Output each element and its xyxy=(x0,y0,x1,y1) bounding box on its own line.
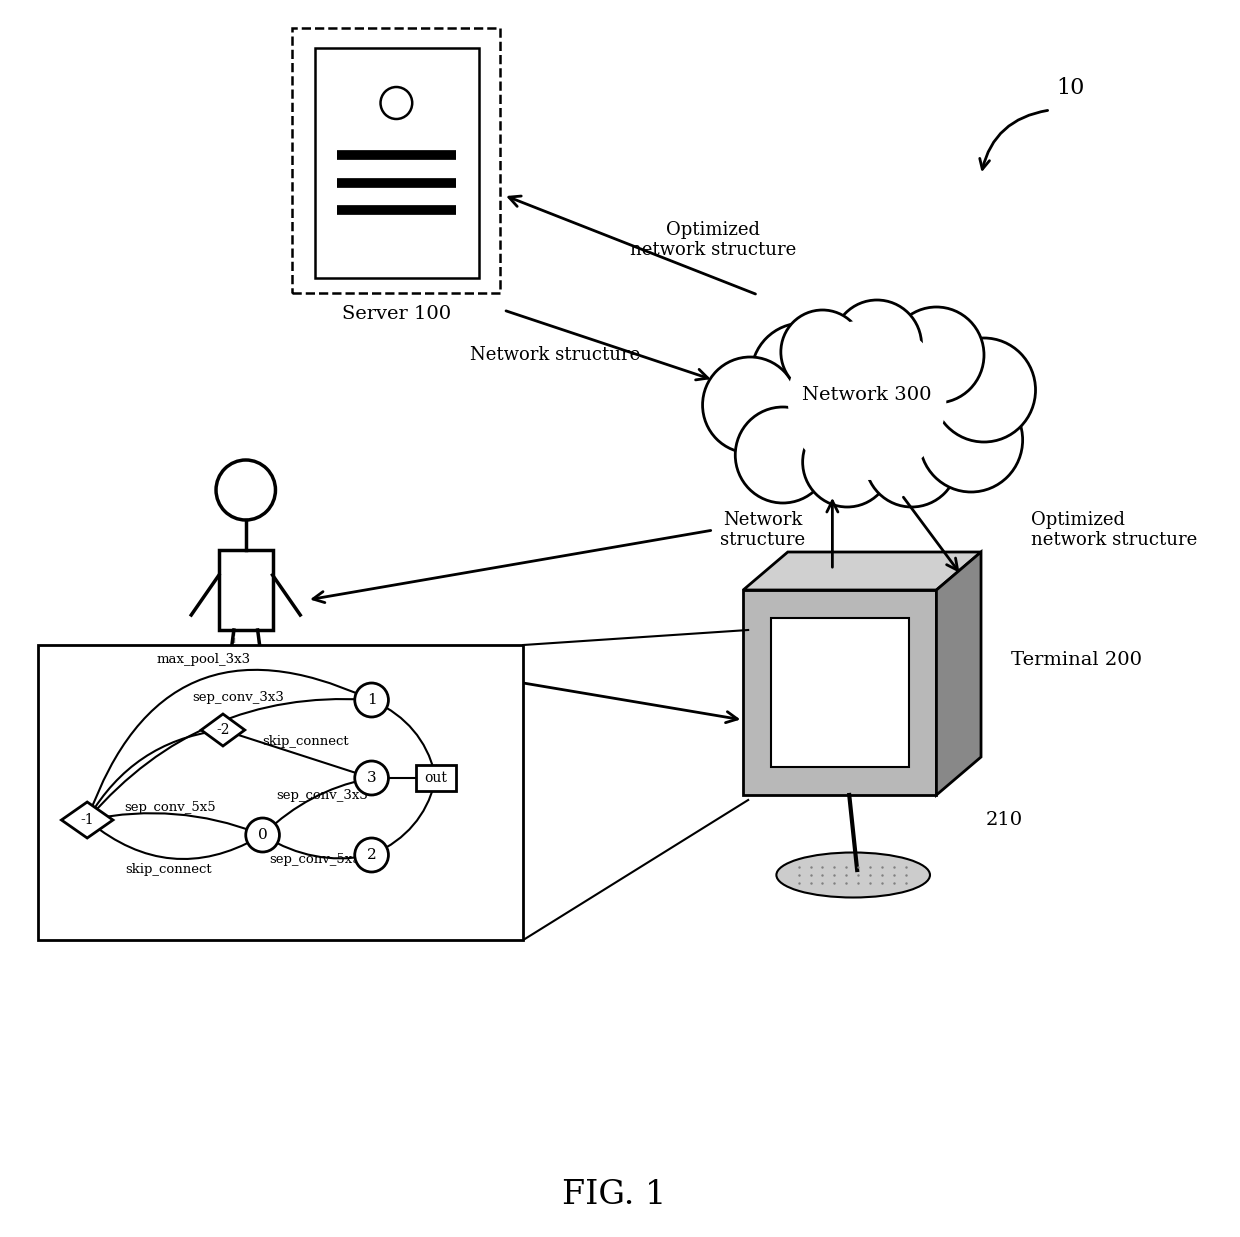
Circle shape xyxy=(355,837,388,872)
FancyArrowPatch shape xyxy=(89,821,258,858)
FancyArrowPatch shape xyxy=(506,310,708,380)
FancyArrowPatch shape xyxy=(265,836,367,861)
Polygon shape xyxy=(936,552,981,795)
FancyArrowPatch shape xyxy=(904,497,957,570)
Text: 0: 0 xyxy=(258,828,268,842)
Text: skip_connect: skip_connect xyxy=(262,736,348,748)
Bar xyxy=(417,764,456,790)
Bar xyxy=(37,644,523,940)
FancyArrowPatch shape xyxy=(374,774,430,782)
Polygon shape xyxy=(201,714,244,746)
Ellipse shape xyxy=(776,852,930,898)
Text: Network structure: Network structure xyxy=(470,346,640,364)
FancyArrowPatch shape xyxy=(374,701,436,773)
Circle shape xyxy=(355,683,388,717)
Circle shape xyxy=(866,413,959,507)
FancyArrowPatch shape xyxy=(88,669,367,818)
FancyArrowPatch shape xyxy=(312,531,711,602)
Circle shape xyxy=(787,320,946,480)
FancyArrowPatch shape xyxy=(980,110,1048,169)
Circle shape xyxy=(781,310,864,395)
Text: max_pool_3x3: max_pool_3x3 xyxy=(156,653,250,667)
Text: FIG. 1: FIG. 1 xyxy=(562,1179,667,1211)
FancyArrowPatch shape xyxy=(374,783,436,854)
Text: 2: 2 xyxy=(367,849,377,862)
Polygon shape xyxy=(62,802,113,837)
Text: 10: 10 xyxy=(1056,77,1085,99)
Text: -2: -2 xyxy=(216,722,229,737)
Polygon shape xyxy=(743,590,936,795)
FancyArrowPatch shape xyxy=(508,195,755,294)
Circle shape xyxy=(355,761,388,795)
Bar xyxy=(293,28,501,293)
Text: Terminal 200: Terminal 200 xyxy=(1011,651,1142,669)
Text: sep_conv_3x3: sep_conv_3x3 xyxy=(277,788,368,802)
FancyArrowPatch shape xyxy=(330,651,738,722)
Bar xyxy=(315,48,479,278)
Circle shape xyxy=(246,818,279,852)
Circle shape xyxy=(920,388,1023,492)
Text: sep_conv_5x5: sep_conv_5x5 xyxy=(125,802,216,814)
Circle shape xyxy=(806,323,929,447)
Circle shape xyxy=(932,338,1035,442)
Text: Optimized
network structure: Optimized network structure xyxy=(1030,511,1197,549)
FancyArrowPatch shape xyxy=(88,729,218,818)
Text: sep_conv_3x3: sep_conv_3x3 xyxy=(192,691,284,705)
Text: Server 100: Server 100 xyxy=(342,306,451,323)
Text: Network
structure: Network structure xyxy=(720,511,806,549)
FancyArrowPatch shape xyxy=(226,731,367,778)
FancyArrowPatch shape xyxy=(91,813,258,834)
FancyArrowPatch shape xyxy=(827,501,838,568)
Circle shape xyxy=(735,407,831,503)
Text: out: out xyxy=(424,771,448,785)
Text: 3: 3 xyxy=(367,771,377,785)
Circle shape xyxy=(802,417,892,507)
Polygon shape xyxy=(743,552,981,590)
Polygon shape xyxy=(771,618,909,767)
Text: Optimized
network structure: Optimized network structure xyxy=(630,220,796,260)
Circle shape xyxy=(703,357,797,453)
Circle shape xyxy=(751,323,854,427)
FancyArrowPatch shape xyxy=(264,777,367,833)
Text: sep_conv_5x5: sep_conv_5x5 xyxy=(269,854,361,866)
Text: -1: -1 xyxy=(81,813,94,828)
Text: 210: 210 xyxy=(986,811,1023,829)
Circle shape xyxy=(889,307,985,403)
FancyArrowPatch shape xyxy=(89,696,367,818)
Circle shape xyxy=(832,301,921,390)
Text: Network 300: Network 300 xyxy=(802,386,931,404)
Text: 1: 1 xyxy=(367,693,377,708)
Text: skip_connect: skip_connect xyxy=(125,863,212,877)
